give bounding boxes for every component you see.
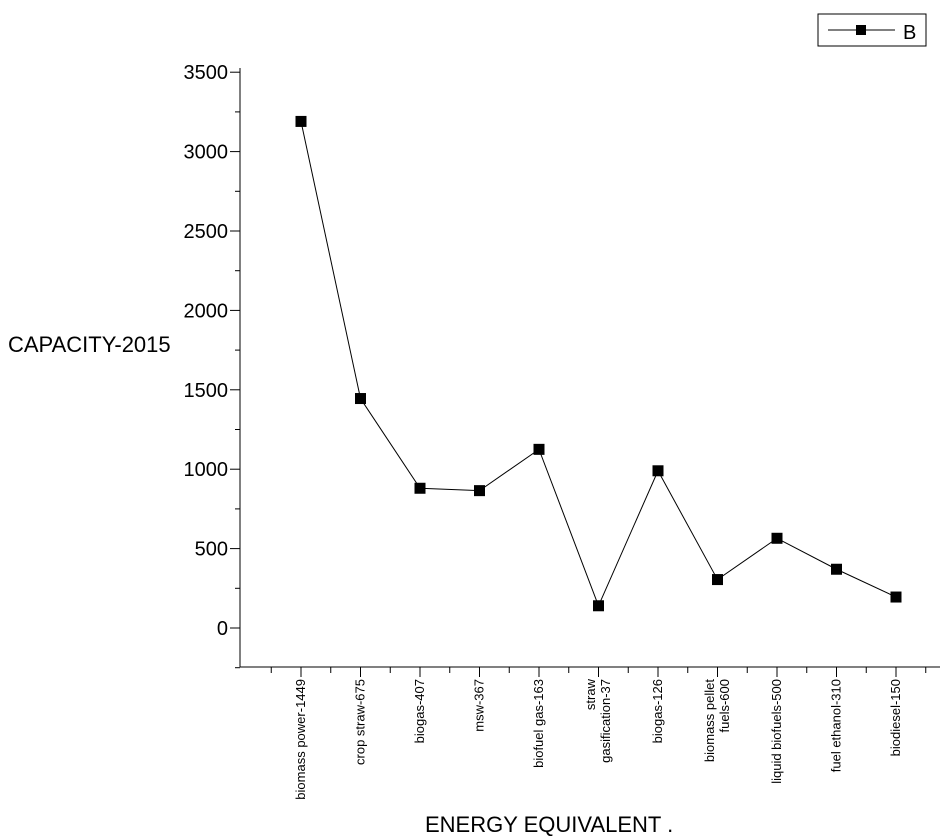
series-layer (295, 115, 902, 612)
x-category-label: biogas-126 (650, 679, 665, 743)
y-tick-label: 1000 (184, 459, 229, 481)
data-point-marker (771, 532, 783, 544)
y-tick-label: 3000 (184, 142, 229, 164)
x-category-label-line: biodiesel-150 (888, 679, 903, 756)
x-category-label: biogas-407 (412, 679, 427, 743)
x-category-label: crop straw-675 (353, 679, 368, 765)
x-category-label: strawgasification-37 (583, 678, 613, 762)
x-category-label-line: biogas-407 (412, 679, 427, 743)
x-category-label: msw-367 (472, 679, 487, 732)
x-category-label-line: straw (583, 678, 598, 710)
legend-label: B (903, 22, 916, 44)
data-point-marker (295, 115, 307, 127)
x-category-label-line: crop straw-675 (353, 679, 368, 765)
x-category-label-line: gasification-37 (598, 679, 613, 763)
x-category-label: biomass power-1449 (293, 679, 308, 800)
y-axis-title: CAPACITY-2015 (8, 332, 171, 357)
y-tick-label: 0 (217, 618, 228, 640)
data-point-marker (712, 574, 723, 586)
x-category-label-line: fuels-600 (717, 679, 732, 732)
y-tick-label: 500 (195, 539, 228, 561)
y-tick-label: 3500 (184, 62, 229, 84)
x-category-label-line: msw-367 (472, 679, 487, 732)
y-tick-label: 1500 (184, 380, 229, 402)
data-point-marker (533, 443, 545, 455)
x-axis-title: ENERGY EQUIVALENT . (425, 812, 673, 836)
x-category-label: biomass pelletfuels-600 (702, 679, 732, 762)
data-point-marker (474, 485, 485, 497)
data-point-marker (355, 393, 366, 405)
x-category-label-line: biogas-126 (650, 679, 665, 743)
legend-box (817, 13, 927, 47)
x-category-label-line: biomass pellet (702, 679, 717, 762)
x-category-label-line: biomass power-1449 (293, 679, 308, 800)
legend-marker (856, 25, 866, 35)
y-tick-label: 2500 (184, 221, 229, 243)
y-axis: 0 500 1000 1500 2000 2500 3000 3500 (184, 62, 241, 669)
data-point-marker (831, 563, 842, 575)
x-category-label-line: biofuel gas-163 (531, 679, 546, 768)
data-point-marker (593, 600, 604, 612)
legend: B (817, 13, 927, 47)
data-point-marker (414, 482, 426, 494)
y-tick-label: 2000 (184, 300, 229, 322)
x-category-label: fuel ethanol-310 (829, 679, 844, 772)
x-axis: biomass power-1449 crop straw-675 biogas-4… (240, 666, 940, 800)
data-point-marker (652, 465, 664, 477)
series-line (300, 121, 897, 608)
x-category-label: biofuel gas-163 (531, 679, 546, 768)
x-category-label: liquid biofuels-500 (769, 679, 784, 784)
x-category-label-line: fuel ethanol-310 (829, 679, 844, 772)
x-category-label: biodiesel-150 (888, 679, 903, 756)
data-point-marker (890, 591, 902, 603)
x-category-label-line: liquid biofuels-500 (769, 679, 784, 784)
